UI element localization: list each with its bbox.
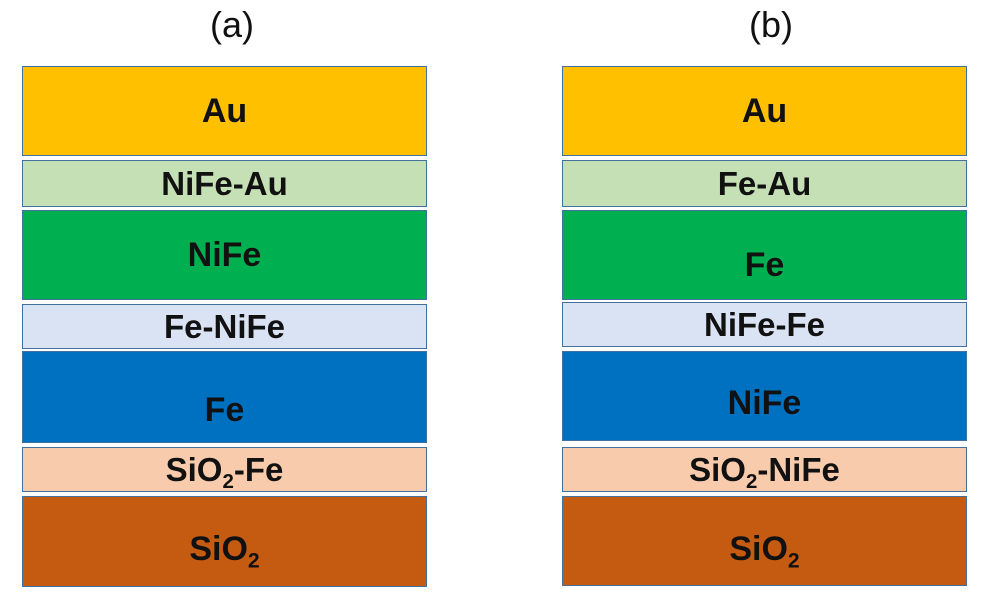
panel-a-layer-fe-nife: Fe-NiFe	[22, 304, 427, 349]
panel-a-layer-nife: NiFe	[22, 210, 427, 300]
panel-b-layer-au-label: Au	[741, 91, 788, 130]
panel-b-layer-nife-label: NiFe	[727, 383, 802, 422]
panel-b-layer-fe-au: Fe-Au	[562, 160, 967, 207]
panel-a-layer-sio2: SiO2	[22, 496, 427, 587]
panel-a-layer-nife-au: NiFe-Au	[22, 160, 427, 207]
panel-b-layer-fe-label: Fe	[744, 245, 785, 284]
panel-b-layer-sio2: SiO2	[562, 496, 967, 586]
panel-b-layer-au: Au	[562, 66, 967, 156]
panel-a-layer-fe-label: Fe	[204, 390, 245, 429]
panel-b-layer-nife-fe: NiFe-Fe	[562, 302, 967, 347]
panel-a-layer-fe-nife-label: Fe-NiFe	[163, 307, 285, 345]
panel-b-layer-fe: Fe	[562, 210, 967, 300]
panel-a-label: (a)	[210, 4, 254, 45]
panel-b-label: (b)	[749, 4, 793, 45]
panel-a-layer-nife-au-label: NiFe-Au	[161, 164, 288, 202]
panel-a-layer-au: Au	[22, 66, 427, 156]
panel-b-layer-fe-au-label: Fe-Au	[717, 164, 812, 202]
panel-a-layer-sio2-fe-label: SiO2-Fe	[165, 450, 284, 493]
panel-b-layer-nife-fe-label: NiFe-Fe	[703, 305, 825, 343]
panel-b-layer-nife: NiFe	[562, 351, 967, 441]
panel-b-layer-sio2-nife-label: SiO2-NiFe	[689, 450, 840, 493]
panel-b-layer-sio2-nife: SiO2-NiFe	[562, 447, 967, 492]
panel-a-layer-sio2-label: SiO2	[189, 530, 260, 573]
panel-b-layer-sio2-label: SiO2	[729, 529, 800, 572]
panel-a-layer-nife-label: NiFe	[187, 235, 262, 274]
panel-a-layer-sio2-fe: SiO2-Fe	[22, 447, 427, 492]
panel-a-layer-au-label: Au	[201, 91, 248, 130]
panel-a-layer-fe: Fe	[22, 351, 427, 443]
